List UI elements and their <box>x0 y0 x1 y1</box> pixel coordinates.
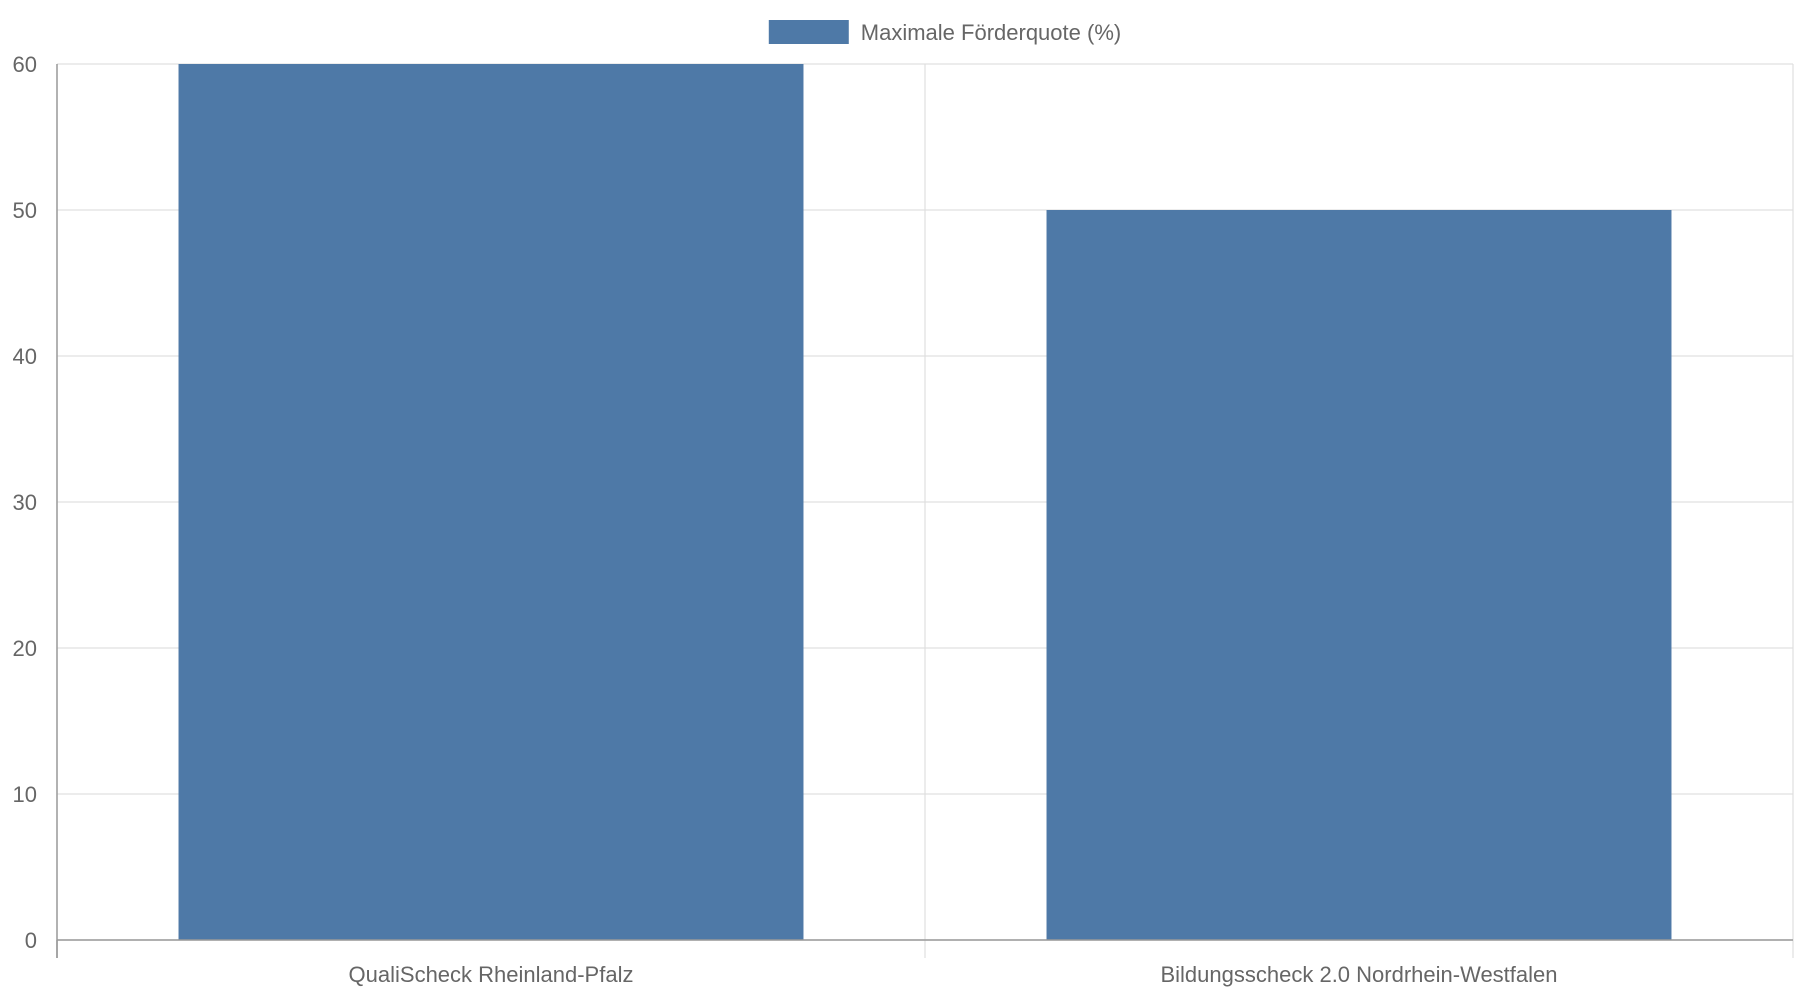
y-tick-label: 40 <box>13 344 37 369</box>
y-tick-label: 60 <box>13 52 37 77</box>
legend[interactable]: Maximale Förderquote (%) <box>768 20 1121 45</box>
y-tick-label: 10 <box>13 782 37 807</box>
bars <box>178 64 1672 940</box>
y-tick-label: 30 <box>13 490 37 515</box>
y-axis-ticks: 0 10 20 30 40 50 60 <box>13 52 37 953</box>
legend-swatch[interactable] <box>768 20 849 44</box>
x-category-label: QualiScheck Rheinland-Pfalz <box>349 962 634 987</box>
bar[interactable] <box>1046 210 1672 940</box>
y-tick-label: 0 <box>25 928 37 953</box>
y-tick-label: 20 <box>13 636 37 661</box>
legend-label[interactable]: Maximale Förderquote (%) <box>861 20 1121 45</box>
axes <box>56 64 1793 958</box>
x-axis-labels: QualiScheck Rheinland-Pfalz Bildungsschec… <box>349 962 1558 987</box>
bar[interactable] <box>178 64 804 940</box>
x-category-label: Bildungsscheck 2.0 Nordrhein-Westfalen <box>1160 962 1557 987</box>
y-tick-label: 50 <box>13 198 37 223</box>
